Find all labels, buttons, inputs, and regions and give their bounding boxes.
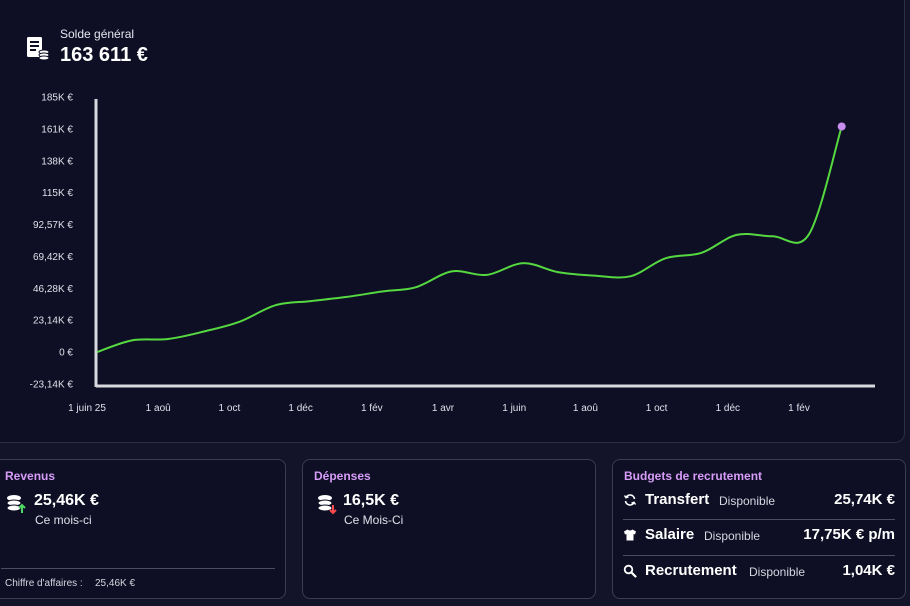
series-endpoint [837,122,846,131]
x-tick-label: 1 oct [219,403,241,414]
y-tick-label: 69,42K € [33,252,73,263]
budget-recruitment-name: Recrutement [645,562,737,579]
x-tick-label: 1 avr [432,403,455,414]
budget-row-salary[interactable]: Salaire Disponible 17,75K € p/m [623,525,895,547]
budget-salary-name: Salaire [645,526,695,543]
budget-recruitment-value: 1,04K € [842,562,895,579]
y-axis-ticks: 185K € 161K € 138K € 115K € 92,57K € 69,42K €… [30,93,74,391]
y-tick-label: 161K € [41,124,73,135]
budget-salary-status: Disponible [704,529,761,543]
x-tick-label: 1 juin 25 [68,403,106,414]
search-icon [623,564,637,578]
expenses-card[interactable]: Dépenses 16,5K € Ce Mois-Ci [302,459,596,599]
balance-panel [0,0,905,443]
y-tick-label: 46,28K € [33,284,73,295]
x-tick-label: 1 déc [288,403,312,414]
y-tick-label: -23,14K € [30,380,74,391]
y-tick-label: 185K € [41,93,73,104]
expenses-title: Dépenses [314,469,371,483]
budget-transfer-value: 25,74K € [834,491,895,508]
x-tick-label: 1 juin [502,403,526,414]
y-tick-label: 138K € [41,156,73,167]
revenue-period: Ce mois-ci [35,513,92,527]
budget-recruitment-status: Disponible [749,565,806,579]
y-tick-label: 23,14K € [33,316,73,327]
revenue-title: Revenus [5,469,56,483]
budget-row-transfer[interactable]: Transfert Disponible 25,74K € [623,490,895,512]
x-tick-label: 1 déc [716,403,740,414]
x-tick-label: 1 fév [788,403,810,414]
x-tick-label: 1 aoû [573,403,598,414]
balance-line-chart: 185K € 161K € 138K € 115K € 92,57K € 69,42K €… [30,93,875,414]
y-tick-label: 0 € [59,348,73,359]
expenses-amount: 16,5K € [343,492,400,509]
recruitment-budgets-card[interactable]: Budgets de recrutement Transfert Disponi… [612,459,906,599]
revenue-card[interactable]: Revenus 25,46K € Ce mois-ci Chiffre d'af… [0,459,286,599]
x-axis-ticks: 1 juin 25 1 aoû 1 oct 1 déc 1 fév 1 avr 1 juin… [68,403,810,414]
budget-salary-value: 17,75K € p/m [803,526,895,543]
coins-down-icon [317,495,337,515]
y-tick-label: 92,57K € [33,220,73,231]
balance-value: 163 611 € [60,44,148,66]
shirt-icon [624,529,636,541]
y-tick-label: 115K € [42,188,73,199]
balance-label: Solde général [60,27,135,41]
ledger-coins-icon [27,37,50,61]
budgets-title: Budgets de recrutement [624,469,763,483]
revenue-amount: 25,46K € [34,492,99,509]
x-tick-label: 1 fév [361,403,383,414]
revenue-footer-label: Chiffre d'affaires : [5,578,83,589]
budget-divider [623,519,895,520]
x-tick-label: 1 oct [646,403,668,414]
expenses-period: Ce Mois-Ci [344,513,404,527]
revenue-footer-value: 25,46K € [95,578,136,589]
x-tick-label: 1 aoû [146,403,171,414]
budget-transfer-status: Disponible [719,494,776,508]
coins-up-icon [6,495,26,513]
revenue-divider [1,568,275,569]
budget-row-recruitment[interactable]: Recrutement Disponible 1,04K € [623,561,895,583]
budget-transfer-name: Transfert [645,491,710,508]
series-line-balance [96,126,843,354]
refresh-icon [623,494,637,506]
budget-divider [623,555,895,556]
